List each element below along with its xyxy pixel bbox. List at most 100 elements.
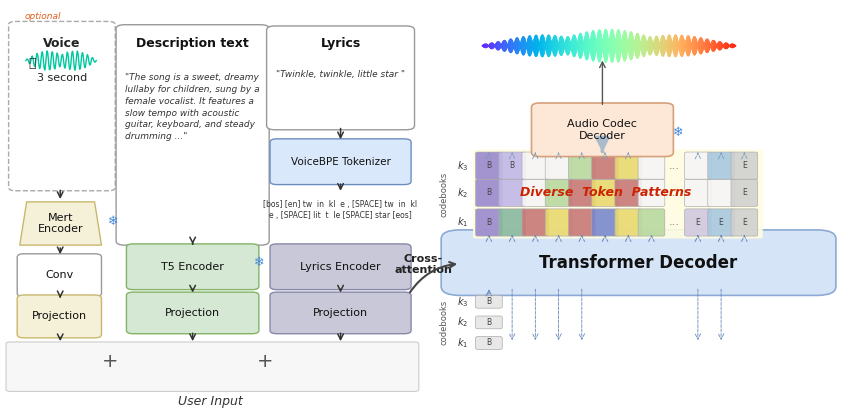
FancyBboxPatch shape (522, 179, 549, 206)
FancyBboxPatch shape (116, 25, 269, 245)
FancyBboxPatch shape (126, 292, 259, 334)
FancyBboxPatch shape (335, 345, 354, 378)
Text: $k_1$: $k_1$ (457, 336, 469, 350)
Text: "Twinkle, twinkle, little star ": "Twinkle, twinkle, little star " (276, 70, 405, 79)
FancyBboxPatch shape (132, 345, 151, 378)
FancyBboxPatch shape (615, 152, 642, 179)
FancyBboxPatch shape (270, 292, 411, 334)
FancyBboxPatch shape (270, 139, 411, 185)
FancyBboxPatch shape (169, 345, 189, 378)
FancyBboxPatch shape (20, 345, 37, 378)
Text: B: B (487, 218, 491, 227)
FancyBboxPatch shape (731, 209, 758, 236)
Text: B: B (487, 188, 491, 197)
Text: B: B (487, 339, 491, 347)
Text: E: E (719, 218, 723, 227)
Text: Voice: Voice (43, 37, 81, 50)
Text: ...: ... (669, 161, 680, 171)
FancyBboxPatch shape (685, 179, 711, 206)
FancyBboxPatch shape (499, 152, 525, 179)
Text: $k_3$: $k_3$ (457, 159, 469, 173)
Text: B: B (487, 161, 491, 170)
FancyBboxPatch shape (476, 316, 502, 329)
FancyBboxPatch shape (708, 209, 734, 236)
FancyBboxPatch shape (638, 152, 665, 179)
FancyBboxPatch shape (391, 345, 411, 378)
FancyBboxPatch shape (188, 345, 208, 378)
FancyBboxPatch shape (207, 345, 227, 378)
FancyBboxPatch shape (568, 179, 595, 206)
FancyBboxPatch shape (685, 152, 711, 179)
FancyBboxPatch shape (499, 209, 525, 236)
Text: $k_1$: $k_1$ (457, 215, 469, 229)
FancyBboxPatch shape (473, 150, 763, 239)
FancyBboxPatch shape (17, 295, 101, 338)
FancyBboxPatch shape (118, 345, 135, 378)
FancyBboxPatch shape (267, 26, 415, 130)
Text: Audio Codec
Decoder: Audio Codec Decoder (568, 119, 637, 140)
FancyBboxPatch shape (545, 179, 572, 206)
FancyBboxPatch shape (522, 152, 549, 179)
Text: $k_3$: $k_3$ (457, 295, 469, 309)
Text: 3 second: 3 second (37, 73, 87, 83)
FancyBboxPatch shape (545, 209, 572, 236)
FancyBboxPatch shape (592, 209, 618, 236)
FancyBboxPatch shape (85, 345, 102, 378)
FancyBboxPatch shape (708, 179, 734, 206)
FancyBboxPatch shape (522, 209, 549, 236)
Text: 🎙: 🎙 (28, 56, 36, 70)
Text: Lyrics Encoder: Lyrics Encoder (300, 262, 381, 272)
FancyBboxPatch shape (476, 179, 502, 206)
Text: E: E (742, 161, 746, 170)
Text: "The song is a sweet, dreamy
lullaby for children, sung by a
female vocalist. It: "The song is a sweet, dreamy lullaby for… (126, 73, 260, 141)
Text: codebooks: codebooks (439, 171, 448, 217)
FancyBboxPatch shape (278, 345, 298, 378)
Text: E: E (742, 188, 746, 197)
Text: Projection: Projection (165, 308, 220, 318)
Polygon shape (20, 202, 101, 245)
Text: E: E (696, 218, 700, 227)
FancyBboxPatch shape (69, 345, 86, 378)
FancyBboxPatch shape (731, 179, 758, 206)
FancyBboxPatch shape (685, 209, 711, 236)
FancyBboxPatch shape (150, 345, 170, 378)
Text: Lyrics: Lyrics (321, 37, 360, 50)
FancyBboxPatch shape (476, 152, 502, 179)
FancyBboxPatch shape (638, 209, 665, 236)
Text: [bos] [en] tw  in  kl  e , [SPACE] tw  in  kl
e , [SPACE] lit  t  le [SPACE] sta: [bos] [en] tw in kl e , [SPACE] tw in kl… (263, 200, 418, 220)
FancyBboxPatch shape (17, 254, 101, 297)
Text: B: B (510, 161, 514, 170)
Text: B: B (487, 297, 491, 306)
Text: ...: ... (669, 188, 680, 198)
Text: User Input: User Input (178, 395, 243, 408)
FancyBboxPatch shape (531, 103, 673, 157)
Text: T5 Encoder: T5 Encoder (161, 262, 224, 272)
FancyBboxPatch shape (615, 179, 642, 206)
FancyBboxPatch shape (545, 152, 572, 179)
FancyBboxPatch shape (101, 345, 119, 378)
Text: Description text: Description text (136, 37, 249, 50)
Text: Cross-
attention: Cross- attention (394, 254, 452, 275)
Text: ❄: ❄ (673, 126, 684, 138)
FancyBboxPatch shape (36, 345, 53, 378)
Text: ❄: ❄ (254, 256, 264, 269)
FancyBboxPatch shape (592, 152, 618, 179)
Text: ...: ... (669, 218, 680, 227)
FancyBboxPatch shape (297, 345, 316, 378)
FancyBboxPatch shape (270, 244, 411, 290)
Text: +: + (101, 352, 119, 371)
FancyBboxPatch shape (353, 345, 373, 378)
Text: Mert
Encoder: Mert Encoder (38, 213, 83, 234)
Text: VoiceBPE Tokenizer: VoiceBPE Tokenizer (291, 157, 390, 167)
FancyBboxPatch shape (245, 345, 265, 378)
Text: Diverse  Token  Patterns: Diverse Token Patterns (520, 186, 691, 199)
FancyBboxPatch shape (6, 342, 419, 391)
FancyBboxPatch shape (476, 209, 502, 236)
Text: ❄: ❄ (108, 215, 119, 228)
Text: Conv: Conv (46, 270, 73, 280)
Text: B: B (487, 318, 491, 327)
FancyBboxPatch shape (499, 179, 525, 206)
Text: $k_2$: $k_2$ (457, 186, 469, 200)
Text: Projection: Projection (32, 311, 87, 321)
FancyBboxPatch shape (476, 295, 502, 308)
